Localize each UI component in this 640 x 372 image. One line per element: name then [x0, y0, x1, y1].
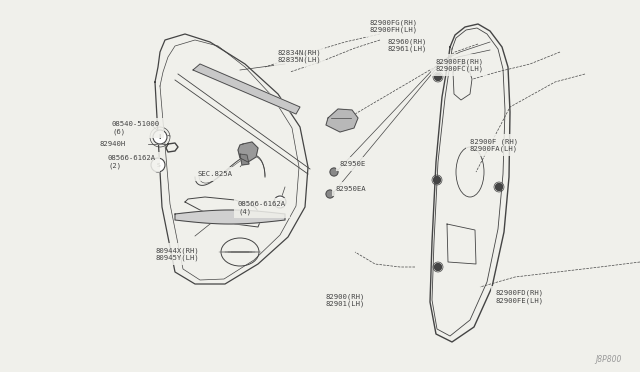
Text: 80944X(RH)
80945Y(LH): 80944X(RH) 80945Y(LH)	[155, 247, 199, 261]
Text: 82900(RH)
82901(LH): 82900(RH) 82901(LH)	[325, 293, 364, 307]
Text: I: I	[159, 134, 161, 140]
Text: J8P800: J8P800	[596, 355, 622, 364]
Text: 82900F (RH)
82900FA(LH): 82900F (RH) 82900FA(LH)	[470, 138, 518, 152]
Text: 82950EA: 82950EA	[336, 186, 367, 192]
Polygon shape	[193, 64, 300, 114]
Polygon shape	[238, 142, 258, 162]
Text: 82900FD(RH)
82900FE(LH): 82900FD(RH) 82900FE(LH)	[495, 290, 543, 304]
Circle shape	[433, 176, 440, 183]
Text: 08566-6162A
(2): 08566-6162A (2)	[108, 155, 156, 169]
Polygon shape	[326, 109, 358, 132]
Circle shape	[495, 183, 502, 190]
Text: S: S	[278, 199, 282, 205]
Circle shape	[151, 158, 165, 172]
Text: 82900FG(RH)
82900FH(LH): 82900FG(RH) 82900FH(LH)	[370, 19, 418, 33]
Circle shape	[435, 74, 442, 80]
Text: SEC.825A: SEC.825A	[197, 171, 232, 177]
Text: 82950E: 82950E	[340, 161, 366, 167]
Polygon shape	[175, 210, 285, 224]
Circle shape	[330, 168, 338, 176]
Circle shape	[274, 196, 286, 208]
Text: 82940H: 82940H	[100, 141, 126, 147]
Text: S: S	[156, 163, 160, 167]
Text: 08540-51000
(6): 08540-51000 (6)	[112, 121, 160, 135]
Polygon shape	[240, 154, 249, 165]
Circle shape	[435, 263, 442, 270]
Text: 82960(RH)
82961(LH): 82960(RH) 82961(LH)	[388, 38, 428, 52]
Circle shape	[326, 190, 334, 198]
Text: 82834N(RH)
82835N(LH): 82834N(RH) 82835N(LH)	[278, 49, 322, 63]
Circle shape	[153, 130, 167, 144]
Text: 82900FB(RH)
82900FC(LH): 82900FB(RH) 82900FC(LH)	[435, 58, 483, 72]
Text: 08566-6162A
(4): 08566-6162A (4)	[238, 201, 286, 215]
